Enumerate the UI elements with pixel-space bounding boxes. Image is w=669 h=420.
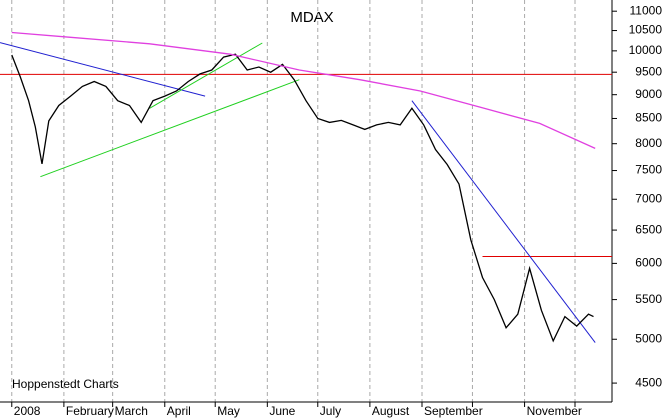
price-line — [11, 31, 596, 149]
x-tick-label: 2008 — [14, 404, 41, 418]
source-note: Hoppenstedt Charts — [12, 377, 119, 391]
y-tick-label: 10500 — [629, 23, 663, 37]
y-tick-label: 6000 — [635, 256, 662, 270]
trend-line — [0, 42, 206, 97]
x-tick-label: November — [527, 404, 582, 418]
x-tick-label: September — [424, 404, 483, 418]
x-tick-label: April — [167, 404, 191, 418]
y-tick-label: 9000 — [635, 87, 662, 101]
y-tick-label: 5500 — [635, 292, 662, 306]
x-tick-label: February — [66, 404, 114, 418]
x-tick-label: June — [269, 404, 295, 418]
x-tick-label: March — [115, 404, 148, 418]
y-tick-label: 8000 — [635, 136, 662, 150]
trend-line — [40, 79, 300, 178]
y-tick-label: 4500 — [635, 375, 662, 389]
y-tick-label: 11000 — [630, 3, 663, 17]
price-line — [11, 53, 594, 343]
chart-title: MDAX — [290, 9, 333, 26]
y-tick-label: 5000 — [635, 331, 662, 345]
trend-line — [149, 42, 263, 109]
y-tick-label: 9500 — [635, 64, 662, 78]
x-tick-label: August — [372, 404, 410, 418]
x-tick-label: July — [320, 404, 341, 418]
y-tick-label: 6500 — [635, 222, 662, 236]
y-tick-label: 8500 — [635, 111, 662, 125]
y-tick-label: 7000 — [635, 191, 662, 205]
y-tick-label: 7500 — [635, 163, 662, 177]
x-tick-label: May — [217, 404, 240, 418]
y-tick-label: 10000 — [629, 43, 663, 57]
trend-line — [411, 100, 596, 343]
